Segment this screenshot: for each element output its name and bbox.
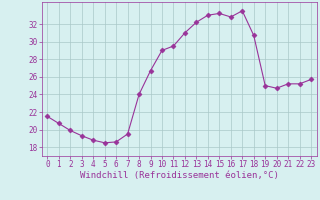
X-axis label: Windchill (Refroidissement éolien,°C): Windchill (Refroidissement éolien,°C) [80, 171, 279, 180]
